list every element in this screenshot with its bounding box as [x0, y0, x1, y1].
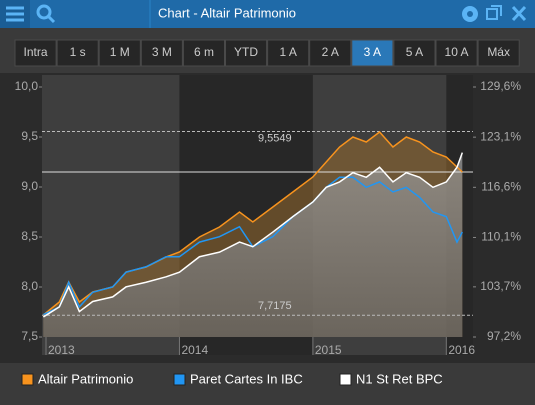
y2-tick-label: 123,1%	[480, 129, 521, 143]
range-button[interactable]	[98, 39, 141, 67]
popout-icon[interactable]	[486, 5, 502, 20]
range-button[interactable]	[225, 39, 268, 67]
y2-tick-label: 103,7%	[480, 279, 521, 293]
search-icon[interactable]	[36, 4, 56, 24]
range-button[interactable]	[267, 39, 310, 67]
range-button[interactable]	[435, 39, 478, 67]
range-button-label[interactable]: 10 A	[445, 45, 469, 59]
range-button[interactable]	[14, 39, 57, 67]
settings-icon[interactable]	[462, 6, 478, 22]
y-tick-label: 8,0	[21, 279, 38, 293]
x-tick-label: 2013	[48, 343, 75, 357]
range-button[interactable]	[182, 39, 225, 67]
x-tick-label: 2014	[181, 343, 208, 357]
y-tick-label: 10,0	[15, 79, 39, 93]
close-icon[interactable]	[511, 5, 527, 22]
range-button[interactable]	[351, 39, 394, 67]
y2-tick-label: 97,2%	[487, 329, 521, 343]
y-tick-label: 9,5	[21, 129, 38, 143]
legend-swatch	[339, 373, 352, 386]
range-button-label[interactable]: 2 A	[322, 45, 339, 59]
range-button[interactable]	[309, 39, 352, 67]
menu-icon	[6, 6, 24, 22]
range-button[interactable]	[56, 39, 99, 67]
series-line	[43, 176, 463, 316]
y-tick-label: 9,0	[21, 179, 38, 193]
range-button-label[interactable]: YTD	[234, 45, 258, 59]
series-line	[42, 152, 464, 318]
range-button-label[interactable]: Intra	[24, 45, 48, 59]
legend-swatch	[21, 373, 34, 386]
series-area	[43, 152, 463, 337]
y2-tick-label: 110,1%	[481, 230, 521, 244]
y-tick-label: 7,5	[21, 329, 38, 343]
legend-label: Paret Cartes In IBC	[190, 371, 303, 386]
range-button-label[interactable]: 1 M	[110, 45, 130, 59]
title-bar	[0, 0, 535, 28]
range-button-label[interactable]: 1 s	[70, 45, 86, 59]
range-button-label[interactable]: 6 m	[194, 45, 214, 59]
y2-tick-label: 129,6%	[480, 79, 521, 93]
range-button[interactable]	[477, 39, 520, 67]
legend-label: N1 St Ret BPC	[356, 371, 443, 386]
legend-swatch	[173, 373, 186, 386]
range-button-label[interactable]: 3 A	[364, 45, 381, 59]
plot: 9,5549 7,7175 7,5 8,0 8,5 9,0 9,5 10,0 97,2% 103,…	[15, 75, 521, 357]
range-button-label[interactable]: 5 A	[406, 45, 423, 59]
range-button[interactable]	[393, 39, 436, 67]
y2-tick-label: 116,6%	[481, 179, 521, 193]
reference-label: 9,5549	[258, 132, 292, 144]
reference-label: 7,7175	[258, 300, 292, 312]
range-button-label[interactable]: Máx	[487, 45, 510, 59]
x-tick-label: 2016	[448, 343, 475, 357]
range-button[interactable]	[140, 39, 183, 67]
range-button-label[interactable]: 1 A	[279, 45, 296, 59]
legend-label: Altair Patrimonio	[38, 371, 133, 386]
range-button-label[interactable]: 3 M	[152, 45, 172, 59]
x-tick-label: 2015	[315, 343, 342, 357]
y-tick-label: 8,5	[21, 229, 38, 243]
window-title: Chart - Altair Patrimonio	[158, 5, 296, 20]
